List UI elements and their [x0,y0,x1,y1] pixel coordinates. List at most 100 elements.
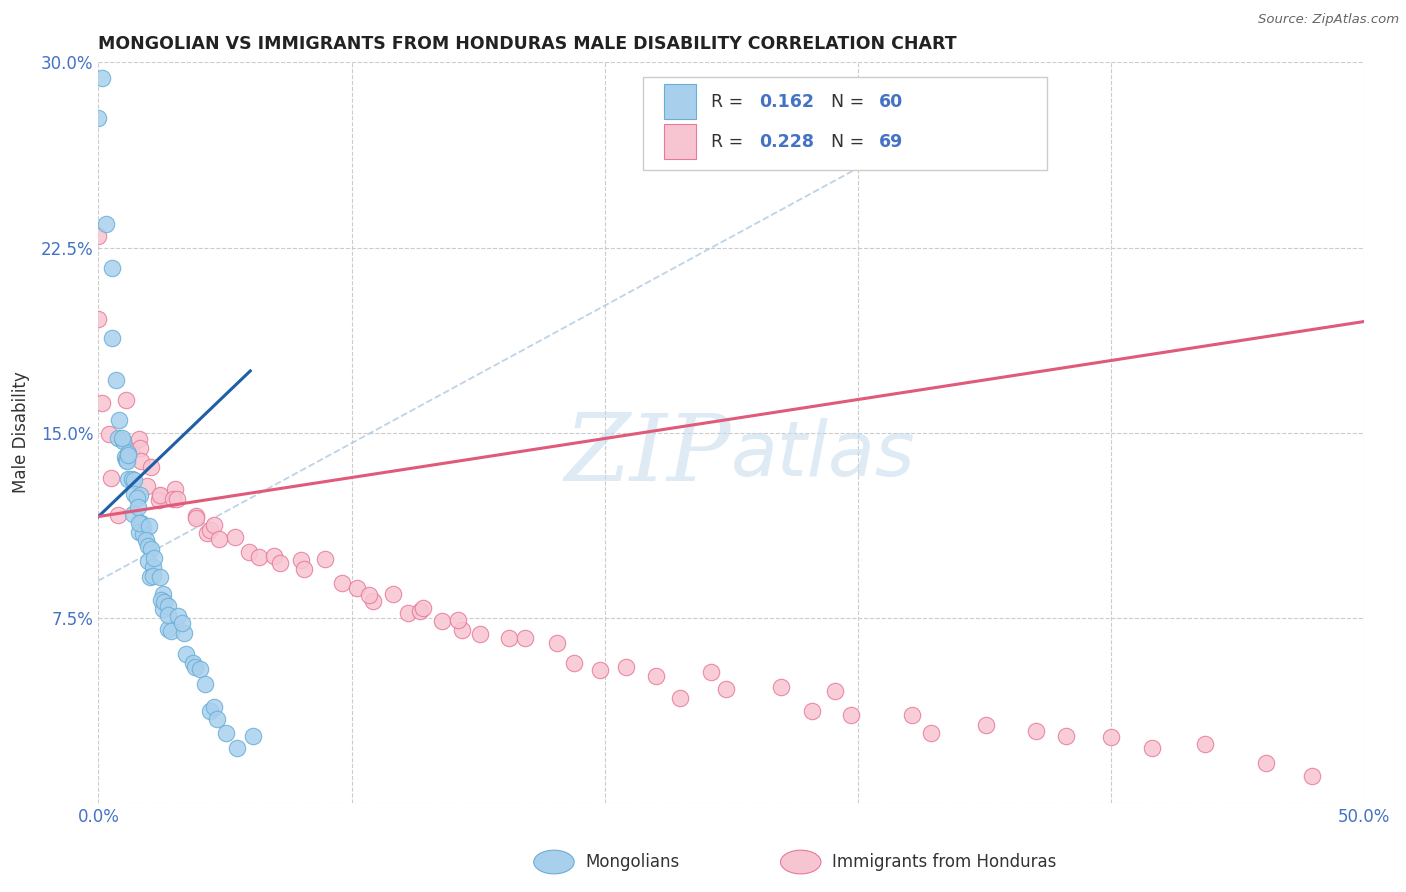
Point [412,601,434,615]
Point [451,624,474,638]
Point [184,659,207,673]
Point [101,260,124,275]
Point [166,491,188,506]
Point [132,527,155,541]
Point [122,508,145,522]
Point [1140,740,1163,755]
Point [159,624,181,638]
Point [166,609,188,624]
Point [1099,730,1122,744]
Point [824,684,846,698]
Point [149,570,172,584]
Point [562,656,585,670]
Point [157,608,180,623]
Point [247,549,270,564]
Circle shape [534,850,574,874]
Point [357,588,380,602]
Point [141,542,163,557]
Point [136,554,159,568]
Point [115,453,138,467]
Text: N =: N = [831,93,870,111]
Point [205,712,228,726]
Point [974,718,997,732]
Point [149,488,172,502]
Point [107,508,129,522]
Point [117,448,139,462]
Point [127,500,149,515]
FancyBboxPatch shape [643,78,1047,169]
Point [183,656,205,670]
Point [238,545,260,559]
Point [117,472,139,486]
Text: Mongolians: Mongolians [585,853,681,871]
Point [269,556,291,570]
Point [111,431,134,445]
Point [1256,756,1278,770]
Point [226,740,249,755]
Point [149,489,172,503]
Point [215,726,238,740]
Point [131,516,153,531]
Point [87,112,110,126]
Point [800,704,823,718]
Point [143,551,166,566]
Point [128,525,150,540]
Point [716,682,738,697]
Point [346,581,368,595]
Point [136,539,159,553]
Point [142,569,165,583]
Point [839,707,862,722]
Point [148,493,170,508]
Point [194,676,217,690]
Point [125,491,148,505]
Point [122,473,145,487]
Point [100,470,122,484]
Point [135,533,157,547]
Text: Source: ZipAtlas.com: Source: ZipAtlas.com [1258,13,1399,27]
Bar [664,124,696,160]
Point [513,632,536,646]
Point [94,217,117,231]
Point [98,427,121,442]
Point [114,450,136,464]
Point [136,479,159,493]
Point [141,460,163,475]
Text: MONGOLIAN VS IMMIGRANTS FROM HONDURAS MALE DISABILITY CORRELATION CHART: MONGOLIAN VS IMMIGRANTS FROM HONDURAS MA… [98,35,957,53]
Point [186,508,208,523]
Point [202,518,225,533]
Point [138,519,160,533]
Point [224,529,246,543]
Point [198,523,221,537]
Point [150,593,173,607]
Point [470,627,492,641]
Point [120,444,142,458]
Point [153,595,176,609]
Point [447,614,470,628]
Point [139,570,162,584]
Point [198,704,221,718]
Point [498,632,520,646]
Point [132,518,155,533]
Point [172,615,194,630]
Point [614,659,637,673]
Point [699,665,721,679]
Point [87,229,110,244]
Point [314,551,336,566]
Text: R =: R = [711,93,748,111]
Point [1025,724,1047,739]
Point [124,487,146,501]
Point [117,446,139,460]
Point [361,594,384,608]
Text: ZIP: ZIP [564,409,731,500]
Point [174,648,197,662]
Text: 60: 60 [879,93,904,111]
Point [589,663,612,677]
Point [1054,729,1077,743]
Point [382,587,405,601]
Circle shape [780,850,821,874]
Point [409,604,432,618]
Point [184,511,207,525]
Point [430,615,453,629]
Point [101,331,124,345]
Point [112,434,135,448]
